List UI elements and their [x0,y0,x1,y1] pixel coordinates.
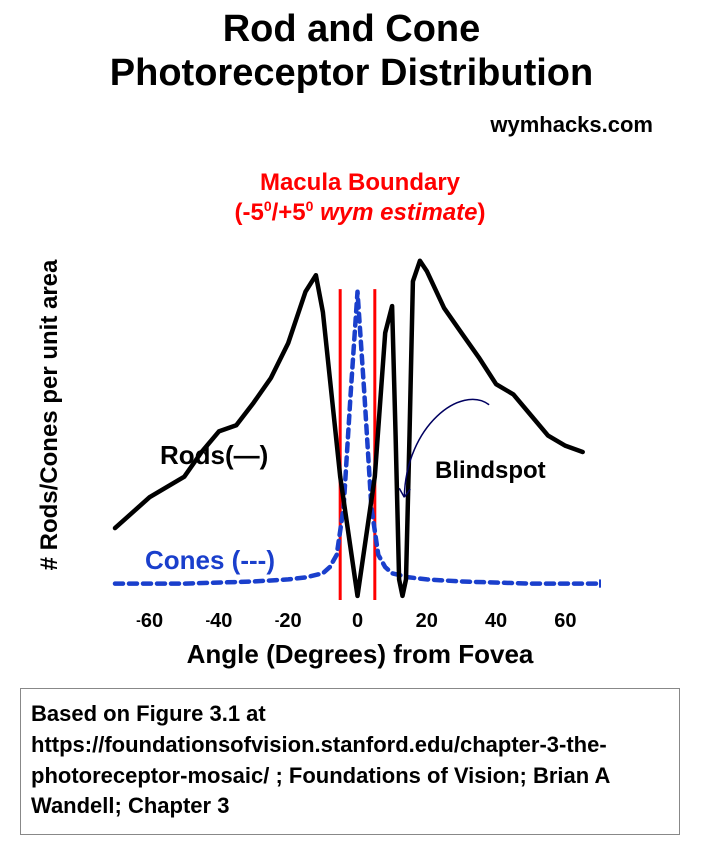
caption-text: Based on Figure 3.1 at https://foundatio… [21,689,679,834]
chart-area: # Rods/Cones per unit area Macula Bounda… [60,160,660,670]
rods-legend: Rods(—) [160,440,268,471]
chart-svg [60,160,660,670]
x-tick: 20 [416,610,438,633]
title-line-1: Rod and Cone [223,8,481,50]
blindspot-label: Blindspot [435,457,546,485]
title-line-2: Photoreceptor Distribution [110,52,593,94]
chart-title: Rod and Cone Photoreceptor Distribution [0,8,703,95]
figure-container: Rod and Cone Photoreceptor Distribution … [0,0,703,844]
x-axis-label: Angle (Degrees) from Fovea [60,639,660,670]
caption-box: Based on Figure 3.1 at https://foundatio… [20,688,680,835]
cones-legend: Cones (---) [145,545,275,576]
x-tick: -20 [275,610,302,633]
x-tick: -60 [136,610,163,633]
x-tick: 40 [485,610,507,633]
x-tick: -40 [205,610,232,633]
x-tick: 0 [352,610,363,633]
attribution-text: wymhacks.com [490,112,653,138]
x-tick: 60 [554,610,576,633]
